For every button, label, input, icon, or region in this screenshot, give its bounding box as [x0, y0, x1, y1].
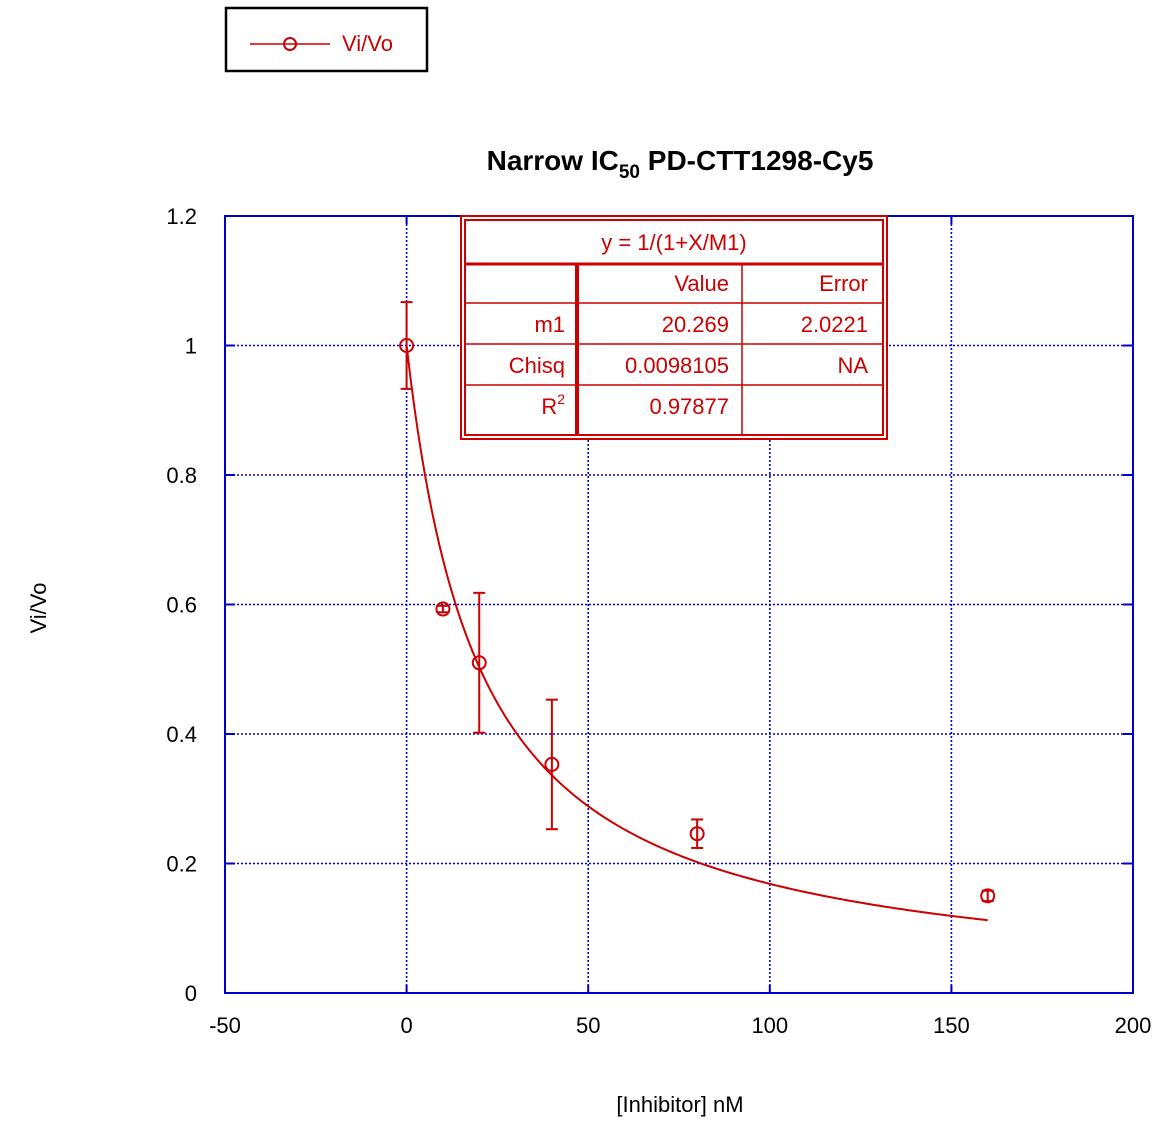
legend-box: [224, 6, 429, 73]
table-cell-label: R2: [541, 391, 565, 419]
data-point: [544, 756, 560, 772]
y-tick-label: 0: [185, 981, 197, 1006]
table-cell-value: 0.97877: [649, 394, 729, 419]
x-tick-label: 100: [751, 1013, 788, 1038]
y-tick-label: 0.4: [166, 722, 197, 747]
data-point: [689, 826, 705, 842]
y-tick-label: 1.2: [166, 204, 197, 229]
legend: Vi/Vo: [224, 6, 429, 73]
y-tick-label: 1: [185, 334, 197, 359]
table-inner-border: [464, 219, 884, 436]
x-tick-label: -50: [209, 1013, 241, 1038]
data-point: [980, 888, 996, 904]
table-cell-label: Chisq: [509, 353, 565, 378]
title-subscript: 50: [619, 162, 640, 183]
fit-results-table: y = 1/(1+X/M1) Value Error m1 20.269 2.0…: [460, 215, 888, 440]
data-point: [435, 601, 451, 617]
data-point: [399, 338, 415, 353]
x-tick-label: 0: [400, 1013, 412, 1038]
table-cell-value: 20.269: [662, 312, 729, 337]
table-cell-error: 2.0221: [801, 312, 868, 337]
y-tick-label: 0.2: [166, 852, 197, 877]
data-point: [471, 655, 487, 671]
y-tick-label: 0.6: [166, 593, 197, 618]
table-header-value: Value: [674, 271, 729, 296]
x-tick-label: 200: [1115, 1013, 1152, 1038]
table-cell-value: 0.0098105: [625, 353, 729, 378]
title-suffix: PD-CTT1298-Cy5: [640, 145, 873, 176]
x-tick-label: 150: [933, 1013, 970, 1038]
title-prefix: Narrow IC: [487, 145, 619, 176]
legend-marker: [283, 37, 297, 51]
y-tick-label: 0.8: [166, 463, 197, 488]
table-cell-label: m1: [534, 312, 565, 337]
r-squared-base: R: [541, 394, 557, 419]
y-axis-ticks: 0 0.2 0.4 0.6 0.8 1 1.2: [166, 204, 1133, 1006]
legend-entry: Vi/Vo: [342, 31, 393, 56]
chart-title: Narrow IC50 PD-CTT1298-Cy5: [487, 145, 874, 183]
fit-equation: y = 1/(1+X/M1): [601, 230, 747, 255]
table-outer-border: [460, 215, 888, 440]
r-squared-superscript: 2: [557, 391, 565, 407]
x-axis-title: [Inhibitor] nM: [616, 1092, 743, 1117]
x-tick-label: 50: [576, 1013, 600, 1038]
fit-curve: [405, 345, 988, 922]
table-cell-error: NA: [837, 353, 868, 378]
table-header-error: Error: [819, 271, 868, 296]
y-axis-title: Vi/Vo: [26, 583, 51, 634]
fit-curve-layer: [405, 345, 988, 922]
data-series: [399, 301, 996, 904]
